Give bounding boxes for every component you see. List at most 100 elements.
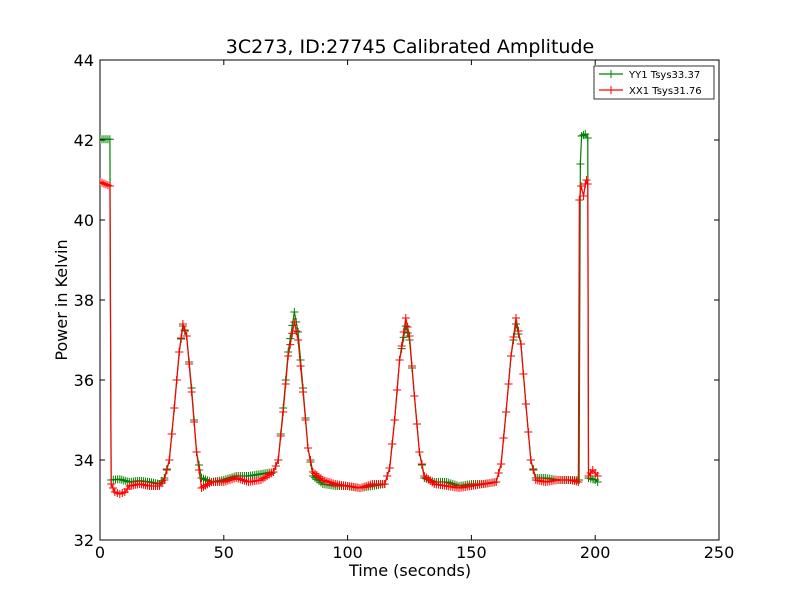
data-point-marker xyxy=(290,318,299,326)
x-axis: 0 50 100 150 200 250 xyxy=(95,60,734,562)
data-point-marker xyxy=(301,416,310,424)
data-point-marker xyxy=(577,182,586,190)
data-point-marker xyxy=(314,472,323,481)
data-point-marker xyxy=(119,476,128,485)
data-point-marker xyxy=(236,475,245,484)
data-point-marker xyxy=(426,476,435,485)
plot-frame xyxy=(99,59,720,541)
data-point-marker xyxy=(424,475,433,484)
data-point-marker xyxy=(271,462,280,470)
data-point-marker xyxy=(108,484,117,492)
data-point-marker xyxy=(366,480,375,489)
data-point-marker xyxy=(417,460,426,468)
data-point-marker xyxy=(105,135,114,144)
y-tick-label: 38 xyxy=(74,291,94,310)
data-point-marker xyxy=(320,476,329,485)
data-point-marker xyxy=(575,196,584,204)
data-point-marker xyxy=(162,466,171,474)
data-point-marker xyxy=(579,131,588,139)
y-tick-label: 32 xyxy=(74,531,94,550)
data-point-marker xyxy=(185,360,194,368)
x-tick-label: 250 xyxy=(704,543,735,562)
x-tick-label: 200 xyxy=(580,543,611,562)
data-point-marker xyxy=(494,469,503,477)
data-point-marker xyxy=(312,471,321,480)
data-point-marker xyxy=(504,380,513,388)
legend-swatch-marker xyxy=(607,70,615,78)
data-point-marker xyxy=(403,323,412,331)
data-point-marker xyxy=(420,472,429,480)
data-point-marker xyxy=(355,484,364,492)
legend-label: XX1 Tsys31.76 xyxy=(629,86,702,97)
data-point-marker xyxy=(165,456,174,464)
data-point-marker xyxy=(303,444,312,452)
y-tick-label: 42 xyxy=(74,131,94,150)
data-point-marker xyxy=(521,400,530,408)
data-point-marker xyxy=(405,332,414,340)
data-point-marker xyxy=(306,456,315,464)
data-point-marker xyxy=(170,404,179,412)
data-point-marker xyxy=(415,448,424,456)
data-point-marker xyxy=(223,476,232,485)
data-point-marker xyxy=(121,476,130,485)
data-point-marker xyxy=(240,476,249,485)
data-point-marker xyxy=(395,356,404,364)
data-point-marker xyxy=(261,473,270,482)
x-tick-label: 150 xyxy=(456,543,487,562)
data-point-marker xyxy=(574,478,583,486)
y-axis: 32 34 36 38 40 42 44 xyxy=(74,51,719,550)
data-point-marker xyxy=(383,472,392,480)
data-point-marker xyxy=(422,473,431,482)
data-point-marker xyxy=(105,182,114,190)
data-point-marker xyxy=(292,327,301,335)
data-point-marker xyxy=(492,478,501,486)
data-point-marker xyxy=(192,448,201,456)
data-point-marker xyxy=(276,432,285,440)
data-point-marker xyxy=(299,388,308,396)
data-point-marker xyxy=(514,327,523,335)
data-point-marker xyxy=(290,308,299,316)
series-layer xyxy=(100,130,602,498)
data-point-marker xyxy=(172,376,181,384)
data-point-marker xyxy=(497,460,506,468)
data-point-marker xyxy=(583,134,592,142)
data-point-marker xyxy=(511,314,520,322)
data-point-marker xyxy=(115,475,124,484)
data-point-marker xyxy=(380,480,389,488)
data-point-marker xyxy=(228,475,237,484)
y-tick-label: 34 xyxy=(74,451,94,470)
data-point-marker xyxy=(274,456,283,464)
data-point-marker xyxy=(327,478,336,487)
data-point-marker xyxy=(238,476,247,484)
data-point-marker xyxy=(576,160,585,168)
data-point-marker xyxy=(256,476,265,484)
x-tick-label: 100 xyxy=(332,543,363,562)
data-point-marker xyxy=(358,483,367,492)
data-point-marker xyxy=(180,326,189,334)
data-point-marker xyxy=(232,474,241,482)
data-point-marker xyxy=(412,420,421,428)
data-point-marker xyxy=(316,474,325,483)
data-point-marker xyxy=(385,464,394,472)
y-tick-label: 36 xyxy=(74,371,94,390)
plot-area xyxy=(99,59,720,541)
data-point-marker xyxy=(308,468,317,476)
data-point-marker xyxy=(100,179,108,188)
x-axis-title: Time (seconds) xyxy=(348,561,471,580)
data-point-marker xyxy=(294,336,303,344)
legend-swatch-marker xyxy=(607,86,615,94)
data-point-marker xyxy=(284,352,293,360)
data-point-marker xyxy=(529,466,538,474)
data-point-marker xyxy=(428,478,437,487)
data-point-marker xyxy=(265,470,274,479)
data-point-marker xyxy=(221,477,230,486)
y-tick-label: 40 xyxy=(74,211,94,230)
data-point-marker xyxy=(364,481,373,490)
legend-box xyxy=(593,65,715,100)
data-point-marker xyxy=(516,340,525,348)
y-tick-label: 44 xyxy=(74,51,94,70)
data-point-marker xyxy=(318,476,327,484)
data-point-marker xyxy=(195,466,204,474)
data-point-marker xyxy=(362,482,371,490)
